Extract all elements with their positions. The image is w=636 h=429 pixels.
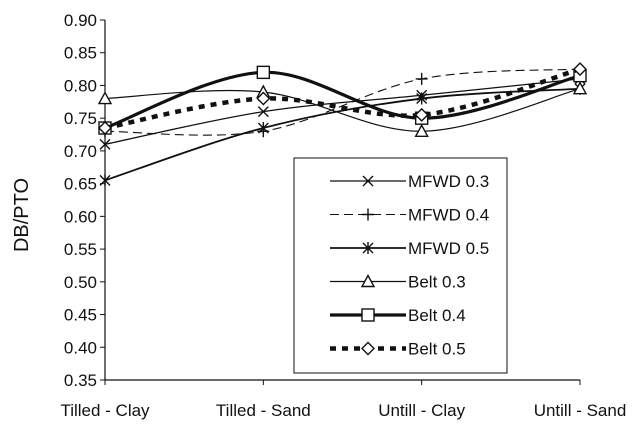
y-tick-label: 0.85 <box>64 44 97 63</box>
marker-asterisk <box>362 242 374 254</box>
legend: MFWD 0.3 MFWD 0.4 MFWD 0.5 Belt 0.3 Belt 0.4… <box>293 157 508 374</box>
y-tick-label: 0.80 <box>64 76 97 95</box>
marker-triangle <box>414 123 429 137</box>
series-belt-04 <box>98 65 587 135</box>
series-belt-03 <box>97 81 588 137</box>
marker-plus <box>415 72 428 85</box>
legend-label: MFWD 0.3 <box>408 172 489 191</box>
x-tick-labels: Tilled - Clay Tilled - Sand Untill - Clay U… <box>60 401 626 420</box>
legend-item: Belt 0.5 <box>330 340 466 359</box>
marker-x <box>99 138 111 150</box>
marker-x <box>257 106 269 118</box>
y-tick-labels: 0.35 0.40 0.45 0.50 0.55 0.60 0.65 0.70 0.75 0.80… <box>64 11 97 390</box>
series-line <box>104 88 581 132</box>
y-tick-label: 0.90 <box>64 11 97 30</box>
marker-diamond <box>361 341 375 356</box>
y-tick-label: 0.50 <box>64 273 97 292</box>
x-tick-label: Untill - Clay <box>378 401 465 420</box>
y-tick-label: 0.40 <box>64 338 97 357</box>
legend-box <box>293 157 508 374</box>
y-tick-label: 0.70 <box>64 142 97 161</box>
marker-diamond <box>256 91 271 106</box>
series-lines <box>97 62 588 187</box>
legend-label: Belt 0.4 <box>408 306 466 325</box>
marker-plus <box>362 208 374 221</box>
axes <box>100 19 581 385</box>
legend-label: Belt 0.5 <box>408 340 466 359</box>
legend-label: MFWD 0.4 <box>408 206 489 225</box>
y-tick-label: 0.75 <box>64 109 97 128</box>
y-tick-label: 0.55 <box>64 240 97 259</box>
marker-diamond <box>414 107 429 122</box>
series-line <box>104 70 581 130</box>
marker-triangle <box>97 91 113 105</box>
legend-label: MFWD 0.5 <box>408 239 489 258</box>
marker-square <box>256 65 271 80</box>
marker-x <box>362 175 374 187</box>
legend-item: Belt 0.3 <box>330 273 466 292</box>
legend-item: MFWD 0.5 <box>330 239 489 258</box>
marker-square <box>361 308 375 322</box>
x-tick-label: Untill - Sand <box>534 401 627 420</box>
y-tick-label: 0.60 <box>64 207 97 226</box>
marker-triangle <box>572 81 588 95</box>
y-tick-label: 0.35 <box>64 371 97 390</box>
legend-item: MFWD 0.4 <box>330 206 489 225</box>
legend-label: Belt 0.3 <box>408 273 466 292</box>
series-line <box>104 78 581 146</box>
legend-item: Belt 0.4 <box>330 306 466 325</box>
legend-item: MFWD 0.3 <box>330 172 489 191</box>
marker-asterisk <box>99 174 111 187</box>
y-tick-label: 0.45 <box>64 306 97 325</box>
marker-asterisk <box>416 92 428 105</box>
marker-diamond <box>573 62 587 77</box>
y-axis-label: DB/PTO <box>11 178 33 252</box>
series-line <box>104 66 581 131</box>
marker-diamond <box>98 121 112 135</box>
x-tick-label: Tilled - Clay <box>60 401 150 420</box>
y-tick-label: 0.65 <box>64 175 97 194</box>
series-belt-05 <box>98 62 587 135</box>
x-tick-label: Tilled - Sand <box>216 401 311 420</box>
marker-asterisk <box>257 122 269 134</box>
marker-triangle <box>360 274 376 288</box>
